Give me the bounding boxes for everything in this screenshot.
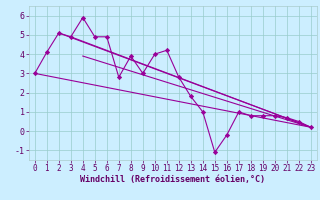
X-axis label: Windchill (Refroidissement éolien,°C): Windchill (Refroidissement éolien,°C) — [80, 175, 265, 184]
